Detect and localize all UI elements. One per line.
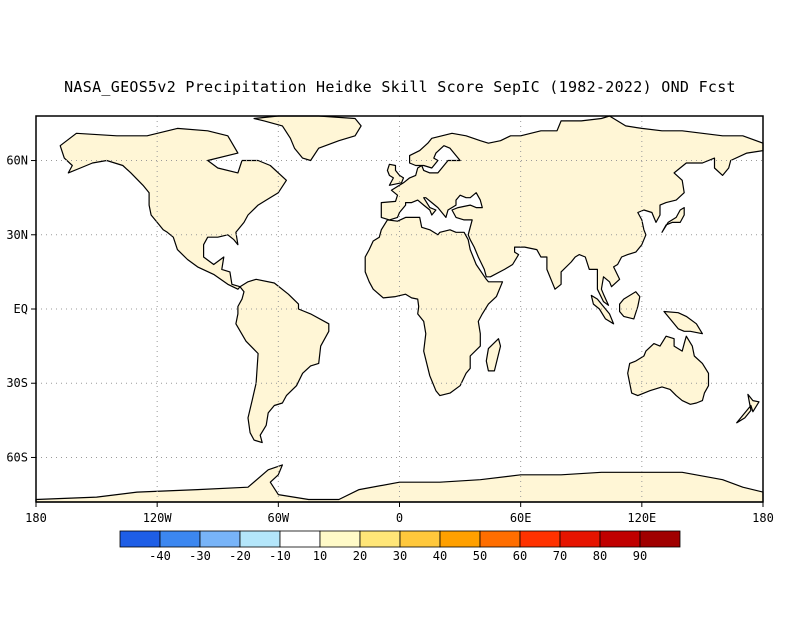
colorbar-label: -20: [229, 549, 251, 563]
colorbar-label: 40: [433, 549, 447, 563]
colorbar-swatch: [519, 530, 561, 548]
coastline-great-britain: [386, 163, 405, 186]
land-new-guinea: [664, 311, 703, 334]
lon-tick-label: 120W: [143, 511, 173, 525]
colorbar-label: 80: [593, 549, 607, 563]
colorbar-swatch: [599, 530, 641, 548]
coastline-new-guinea: [663, 310, 704, 335]
land-antarctica: [36, 464, 763, 502]
lon-tick-label: 0: [396, 511, 403, 525]
lon-tick-label: 60E: [510, 511, 532, 525]
lon-tick-label: 60W: [267, 511, 289, 525]
coastline-sumatra: [590, 294, 615, 325]
coastline-africa: [364, 216, 504, 397]
coastlines: [35, 115, 764, 503]
lat-tick-label: 30S: [6, 376, 28, 390]
map-title: NASA_GEOS5v2 Precipitation Heidke Skill …: [64, 78, 736, 96]
land-new-zealand: [736, 394, 759, 423]
lon-tick-label: 120E: [627, 511, 656, 525]
coastline-borneo: [618, 291, 641, 320]
gridlines: [36, 116, 763, 502]
colorbar-label: 70: [553, 549, 567, 563]
colorbar-swatch: [319, 530, 361, 548]
colorbar: -40 -30 -20 -10 10 20 30 40 50 60 70 80 90: [119, 530, 681, 563]
land-greenland: [254, 116, 362, 161]
colorbar-label: -10: [269, 549, 291, 563]
colorbar-swatch: [199, 530, 241, 548]
colorbar-label: 50: [473, 549, 487, 563]
coastline-south-america: [235, 278, 330, 444]
colorbar-label: 20: [353, 549, 367, 563]
colorbar-swatch: [159, 530, 201, 548]
coastline-antarctica: [35, 464, 764, 503]
lon-tick-label: 180: [752, 511, 774, 525]
land-borneo: [619, 291, 640, 319]
lon-tick-label: 180: [25, 511, 47, 525]
colorbar-label: 90: [633, 549, 647, 563]
colorbar-swatch: [359, 530, 401, 548]
lat-tick-label: EQ: [14, 302, 28, 316]
coastline-new-zealand: [736, 393, 760, 424]
colorbar-label: 30: [393, 549, 407, 563]
lat-tick-label: 60S: [6, 450, 28, 464]
latitude-ticks: 60N 30N EQ 30S 60S: [6, 154, 36, 464]
colorbar-label: 10: [313, 549, 327, 563]
coastline-madagascar: [485, 338, 502, 372]
colorbar-swatch: [479, 530, 521, 548]
colorbar-label: 60: [513, 549, 527, 563]
lat-tick-label: 30N: [6, 228, 28, 242]
land-great-britain: [387, 164, 404, 186]
skill-score-shading: [36, 116, 763, 502]
colorbar-swatch: [399, 530, 441, 548]
land-sumatra: [591, 295, 614, 324]
colorbar-swatch: [559, 530, 601, 548]
colorbar-swatch: [279, 530, 321, 548]
colorbar-label: -30: [189, 549, 211, 563]
land-south-america: [235, 279, 329, 443]
land-eurasia: [381, 116, 763, 306]
coastline-eurasia: [380, 115, 764, 306]
land-australia: [627, 336, 709, 405]
lat-tick-label: 60N: [6, 154, 28, 168]
coastline-australia: [627, 335, 710, 405]
colorbar-swatch: [639, 530, 681, 548]
land-north-america: [60, 128, 287, 290]
colorbar-swatch: [239, 530, 281, 548]
land-madagascar: [486, 338, 501, 371]
colorbar-label: -40: [149, 549, 171, 563]
colorbar-swatch: [119, 530, 161, 548]
coastline-greenland: [253, 115, 362, 162]
colorbar-swatch: [439, 530, 481, 548]
coastline-japan: [661, 207, 685, 233]
coastline-north-america: [59, 127, 287, 290]
longitude-ticks: 180 120W 60W 0 60E 120E 180: [25, 502, 774, 525]
